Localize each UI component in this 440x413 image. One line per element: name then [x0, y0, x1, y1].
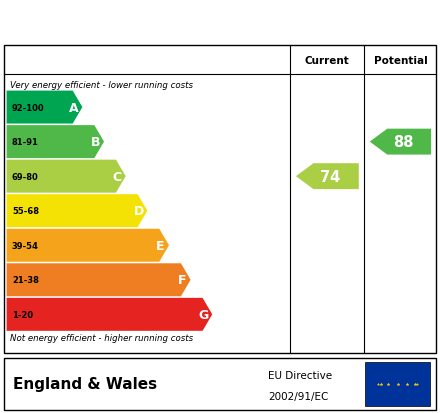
- Polygon shape: [7, 160, 126, 193]
- Text: 21-38: 21-38: [12, 275, 39, 285]
- Text: 92-100: 92-100: [12, 103, 44, 112]
- Text: 88: 88: [393, 135, 413, 150]
- Text: B: B: [91, 136, 100, 149]
- Polygon shape: [7, 91, 82, 124]
- Polygon shape: [296, 164, 359, 190]
- Text: Energy Efficiency Rating: Energy Efficiency Rating: [10, 12, 279, 31]
- Text: 39-54: 39-54: [12, 241, 39, 250]
- Text: 69-80: 69-80: [12, 172, 39, 181]
- Text: F: F: [178, 274, 186, 287]
- Text: E: E: [156, 239, 165, 252]
- Polygon shape: [7, 229, 169, 262]
- Text: Current: Current: [305, 56, 350, 66]
- Text: G: G: [198, 308, 209, 321]
- Text: England & Wales: England & Wales: [13, 377, 158, 392]
- Text: 74: 74: [320, 169, 340, 184]
- Bar: [4, 358, 436, 410]
- Text: C: C: [112, 170, 121, 183]
- Polygon shape: [7, 298, 212, 331]
- Polygon shape: [7, 126, 104, 159]
- Text: Potential: Potential: [374, 56, 427, 66]
- Text: 81-91: 81-91: [12, 138, 39, 147]
- Text: Very energy efficient - lower running costs: Very energy efficient - lower running co…: [10, 81, 193, 90]
- Text: 2002/91/EC: 2002/91/EC: [268, 391, 329, 401]
- Text: EU Directive: EU Directive: [268, 370, 333, 380]
- Text: 55-68: 55-68: [12, 206, 39, 216]
- Text: A: A: [69, 101, 78, 114]
- Bar: [365, 362, 430, 406]
- Text: Not energy efficient - higher running costs: Not energy efficient - higher running co…: [10, 334, 193, 342]
- Text: D: D: [133, 205, 144, 218]
- Polygon shape: [7, 263, 191, 297]
- Text: 1-20: 1-20: [12, 310, 33, 319]
- Polygon shape: [370, 129, 431, 155]
- Polygon shape: [7, 195, 147, 228]
